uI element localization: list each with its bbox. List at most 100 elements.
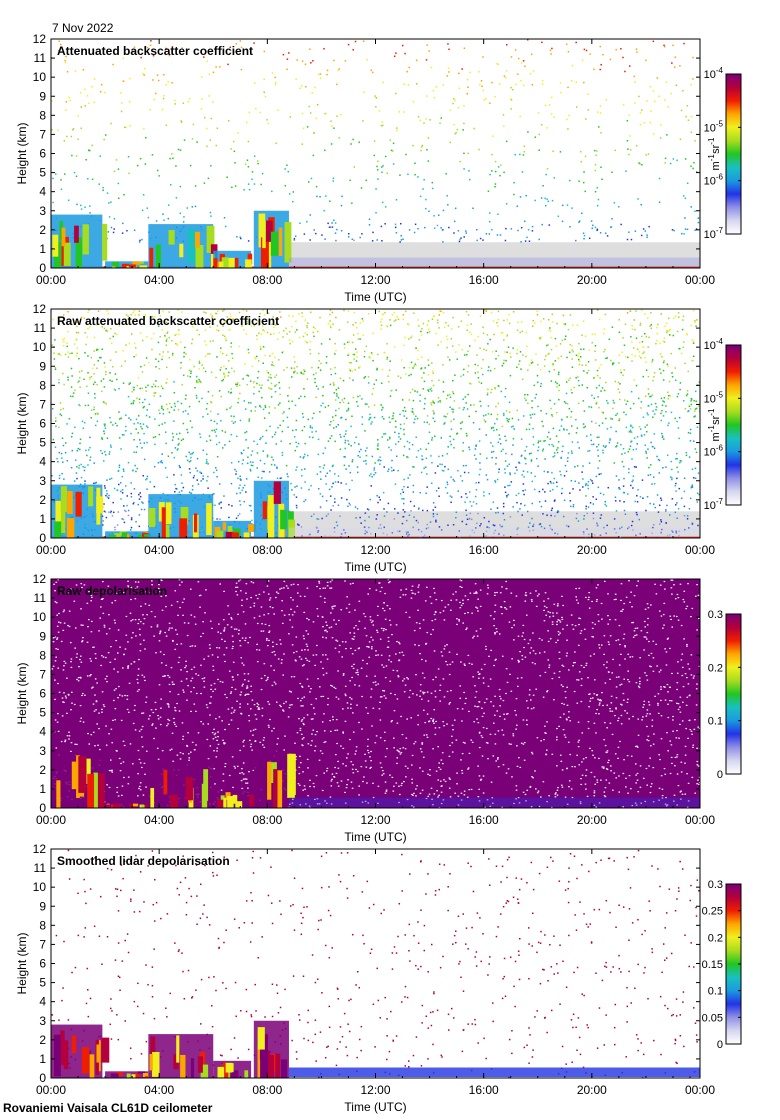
y-tick-label: 12 (33, 572, 47, 586)
colorbar (725, 613, 742, 775)
x-axis-label: Time (UTC) (344, 830, 406, 844)
x-tick-label: 16:00 (469, 543, 499, 557)
boundary-layer-band (288, 1067, 700, 1078)
y-tick-label: 9 (39, 629, 46, 643)
panel-1: Attenuated backscatter coefficient012345… (15, 32, 742, 304)
heatmap-field (51, 579, 700, 808)
x-tick-label: 00:00 (36, 813, 66, 827)
y-tick-label: 2 (39, 493, 46, 507)
heatmap-field (51, 39, 700, 268)
x-tick-label: 00:00 (36, 1083, 66, 1097)
x-tick-label: 00:00 (685, 1083, 715, 1097)
y-tick-label: 6 (39, 687, 46, 701)
x-tick-label: 20:00 (577, 273, 607, 287)
y-axis-label: Height (km) (15, 122, 29, 184)
y-tick-label: 9 (39, 899, 46, 913)
colorbar-tick-label: 0 (717, 769, 723, 781)
y-tick-label: 3 (39, 204, 46, 218)
panel-title: Smoothed lidar depolarisation (57, 854, 230, 868)
colorbar-tick-label: 10-6 (704, 173, 724, 188)
panel-4: Smoothed lidar depolarisation01234567891… (15, 842, 742, 1114)
y-tick-label: 10 (33, 70, 47, 84)
x-tick-label: 04:00 (144, 813, 174, 827)
y-axis-label: Height (km) (15, 932, 29, 994)
boundary-layer-band (288, 527, 700, 538)
x-tick-label: 20:00 (577, 1083, 607, 1097)
colorbar-unit: m-1 sr-1 (707, 137, 722, 170)
y-tick-label: 0 (39, 1071, 46, 1085)
cloud-block (105, 1071, 149, 1078)
y-tick-label: 4 (39, 725, 46, 739)
x-tick-label: 12:00 (360, 543, 390, 557)
y-tick-label: 4 (39, 995, 46, 1009)
x-tick-label: 16:00 (469, 1083, 499, 1097)
colorbar-tick-label: 0 (717, 1039, 723, 1051)
x-tick-label: 08:00 (252, 813, 282, 827)
x-tick-label: 20:00 (577, 813, 607, 827)
x-tick-label: 00:00 (685, 543, 715, 557)
date-label: 7 Nov 2022 (52, 21, 114, 35)
y-tick-label: 3 (39, 474, 46, 488)
colorbar-tick-label: 0.1 (708, 986, 723, 998)
x-tick-label: 12:00 (360, 273, 390, 287)
y-tick-label: 9 (39, 89, 46, 103)
heatmap-field (51, 849, 700, 1078)
y-tick-label: 9 (39, 359, 46, 373)
y-tick-label: 0 (39, 801, 46, 815)
x-tick-label: 08:00 (252, 1083, 282, 1097)
footer-caption: Rovaniemi Vaisala CL61D ceilometer (3, 1101, 213, 1115)
colorbar-tick-label: 10-4 (704, 66, 724, 81)
colorbar (725, 344, 742, 506)
y-tick-label: 10 (33, 340, 47, 354)
y-tick-label: 1 (39, 1052, 46, 1066)
y-axis-label: Height (km) (15, 392, 29, 454)
y-tick-label: 11 (34, 591, 47, 605)
panel-2: Raw attenuated backscatter coefficient 0 1… (15, 302, 742, 574)
y-tick-label: 5 (39, 706, 46, 720)
y-tick-label: 8 (39, 108, 46, 122)
colorbar (725, 73, 742, 235)
y-tick-label: 12 (33, 32, 47, 46)
y-tick-label: 5 (39, 976, 46, 990)
x-tick-label: 00:00 (685, 813, 715, 827)
clear-air-region (288, 242, 700, 268)
colorbar-tick-label: 10-6 (704, 444, 724, 459)
x-tick-label: 00:00 (36, 543, 66, 557)
colorbar-tick-label: 10-7 (704, 226, 724, 241)
x-axis-label: Time (UTC) (344, 560, 406, 574)
x-tick-label: 16:00 (469, 273, 499, 287)
y-tick-label: 10 (33, 610, 47, 624)
y-tick-label: 8 (39, 648, 46, 662)
y-tick-label: 8 (39, 918, 46, 932)
y-tick-label: 4 (39, 455, 46, 469)
colorbar-tick-label: 0.15 (702, 959, 723, 971)
y-tick-label: 5 (39, 436, 46, 450)
panel-title: Raw depolarisation (57, 584, 167, 598)
y-tick-label: 11 (34, 51, 47, 65)
colorbar-unit: m-1 sr-1 (707, 408, 722, 441)
y-tick-label: 11 (34, 321, 47, 335)
x-tick-label: 08:00 (252, 273, 282, 287)
y-tick-label: 6 (39, 147, 46, 161)
y-tick-label: 7 (39, 397, 46, 411)
x-tick-label: 04:00 (144, 273, 174, 287)
y-tick-label: 11 (34, 861, 47, 875)
x-tick-label: 00:00 (685, 273, 715, 287)
colorbar-tick-label: 0.05 (702, 1012, 723, 1024)
y-tick-label: 12 (33, 842, 47, 856)
x-tick-label: 12:00 (360, 1083, 390, 1097)
colorbar-tick-label: 0.2 (708, 932, 723, 944)
y-tick-label: 1 (39, 782, 46, 796)
y-tick-label: 0 (39, 261, 46, 275)
boundary-layer-band (288, 797, 700, 808)
heatmap-field (51, 309, 700, 538)
x-tick-label: 16:00 (469, 813, 499, 827)
x-tick-label: 00:00 (36, 273, 66, 287)
cloud-block (105, 801, 149, 808)
colorbar-tick-label: 0.3 (708, 879, 723, 891)
colorbar-tick-label: 0.2 (708, 662, 723, 674)
colorbar-tick-label: 10-5 (704, 390, 724, 405)
y-tick-label: 10 (33, 880, 47, 894)
y-axis-label: Height (km) (15, 662, 29, 724)
x-tick-label: 12:00 (360, 813, 390, 827)
